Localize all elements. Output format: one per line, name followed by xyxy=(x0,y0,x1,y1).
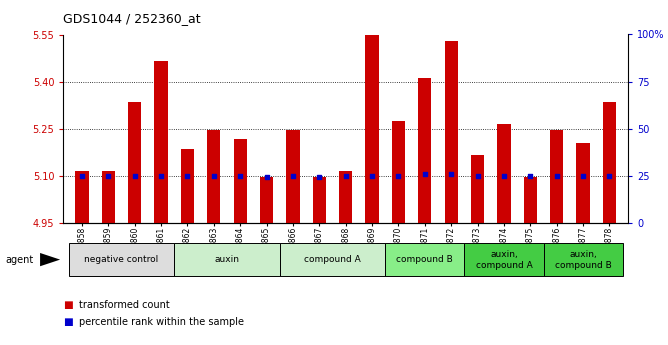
Bar xyxy=(464,243,544,276)
Text: negative control: negative control xyxy=(84,255,158,264)
Bar xyxy=(392,121,405,223)
Point xyxy=(130,173,140,178)
Point xyxy=(103,173,114,178)
Point xyxy=(341,173,351,178)
Point xyxy=(420,171,430,177)
Text: auxin,
compound B: auxin, compound B xyxy=(554,249,611,270)
Bar xyxy=(102,171,115,223)
Point xyxy=(156,173,166,178)
Bar xyxy=(471,155,484,223)
Point xyxy=(235,173,246,178)
Bar xyxy=(524,177,537,223)
Bar xyxy=(174,243,280,276)
Bar xyxy=(544,243,623,276)
Point xyxy=(208,173,219,178)
Bar xyxy=(603,102,616,223)
Bar xyxy=(365,34,379,223)
Bar xyxy=(445,41,458,223)
Point xyxy=(472,173,483,178)
Bar xyxy=(75,171,89,223)
Point xyxy=(551,173,562,178)
Bar xyxy=(154,61,168,223)
Bar xyxy=(181,149,194,223)
Text: GDS1044 / 252360_at: GDS1044 / 252360_at xyxy=(63,12,201,25)
Point xyxy=(498,173,509,178)
Bar xyxy=(576,142,590,223)
Bar xyxy=(313,177,326,223)
Point xyxy=(261,174,272,180)
Point xyxy=(182,173,193,178)
Point xyxy=(314,174,325,180)
Point xyxy=(446,171,456,177)
Bar xyxy=(260,177,273,223)
Text: percentile rank within the sample: percentile rank within the sample xyxy=(79,317,244,326)
Text: compound A: compound A xyxy=(304,255,361,264)
Bar xyxy=(280,243,385,276)
Point xyxy=(578,173,589,178)
Point xyxy=(525,173,536,178)
Polygon shape xyxy=(40,253,60,266)
Point xyxy=(77,173,88,178)
Text: auxin,
compound A: auxin, compound A xyxy=(476,249,532,270)
Text: transformed count: transformed count xyxy=(79,300,170,310)
Text: agent: agent xyxy=(5,256,33,265)
Bar xyxy=(339,171,352,223)
Bar xyxy=(287,130,299,223)
Text: compound B: compound B xyxy=(396,255,453,264)
Point xyxy=(604,173,615,178)
Bar xyxy=(207,130,220,223)
Bar xyxy=(128,102,141,223)
Bar xyxy=(498,124,510,223)
Point xyxy=(367,173,377,178)
Bar xyxy=(550,130,563,223)
Text: ■: ■ xyxy=(63,300,73,310)
Bar xyxy=(234,139,246,223)
Text: auxin: auxin xyxy=(214,255,240,264)
Bar xyxy=(69,243,174,276)
Point xyxy=(288,173,299,178)
Point xyxy=(393,173,403,178)
Text: ■: ■ xyxy=(63,317,73,326)
Bar xyxy=(385,243,464,276)
Bar xyxy=(418,78,432,223)
